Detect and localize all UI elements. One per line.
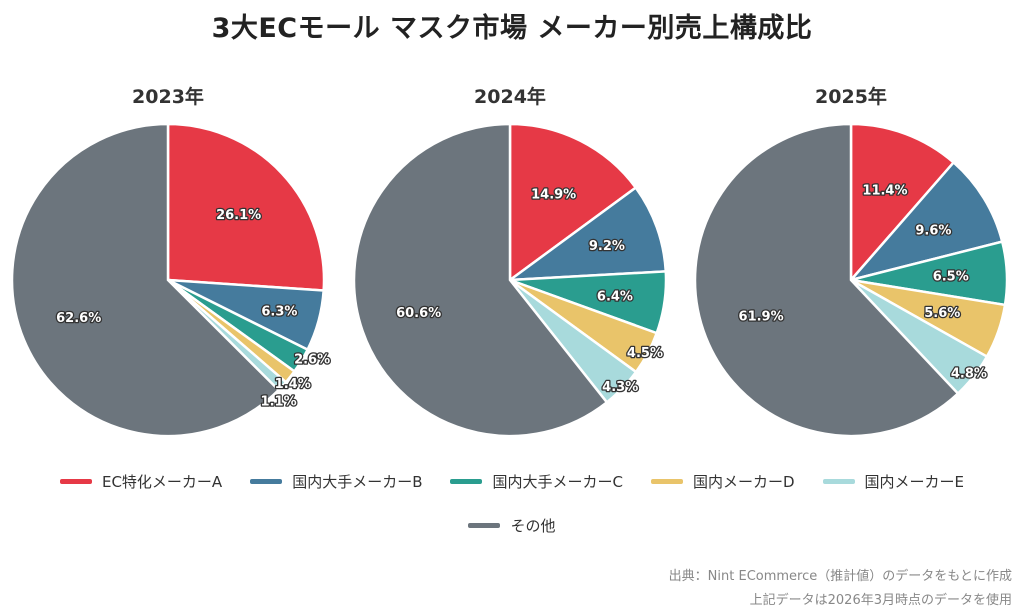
pie-title: 2023年 — [132, 85, 204, 108]
pie-label-maker-e: 4.3% — [602, 380, 638, 395]
legend-item-other[interactable]: その他 — [468, 514, 556, 536]
legend: EC特化メーカーA 国内大手メーカーB 国内大手メーカーC 国内メーカーD 国内… — [0, 470, 1024, 536]
pie-label-maker-e: 1.1% — [261, 394, 297, 409]
legend-label: 国内メーカーD — [692, 472, 795, 491]
pie-chart-1: 2024年 14.9% 9.2% 6.4% 4.5% 4.3% 60.6% — [352, 85, 668, 438]
pie-label-maker-d: 4.5% — [627, 346, 663, 361]
pie-label-other: 62.6% — [56, 311, 101, 326]
pie-label-other: 61.9% — [739, 310, 784, 325]
pie-label-maker-a: 26.1% — [216, 208, 261, 223]
legend-label: 国内メーカーE — [864, 472, 965, 491]
source-line-1: 出典：Nint ECommerce（推計値）のデータをもとに作成 — [668, 569, 1012, 584]
source-line-2: 上記データは2026年3月時点のデータを使用 — [749, 593, 1012, 608]
pie-chart-0: 2023年 26.1% 6.3% 2.6% 1.4% 1.1% 62.6% — [10, 85, 331, 438]
pie-label-maker-b: 9.2% — [589, 239, 625, 254]
pie-slice-maker-a[interactable] — [849, 122, 956, 284]
chart-title: 3大ECモール マスク市場 メーカー別売上構成比 — [211, 13, 813, 44]
pie-label-maker-e: 4.8% — [951, 366, 987, 381]
legend-swatch — [59, 478, 92, 484]
pie-label-other: 60.6% — [396, 306, 441, 321]
pie-slice-maker-a[interactable] — [166, 122, 326, 292]
legend-swatch — [822, 478, 855, 484]
pie-label-maker-d: 1.4% — [275, 377, 311, 392]
legend-label: 国内大手メーカーC — [492, 472, 623, 491]
pie-slice-other[interactable] — [693, 122, 960, 438]
pie-label-maker-d: 5.6% — [924, 306, 960, 321]
pie-chart-2: 2025年 11.4% 9.6% 6.5% 5.6% 4.8% 61.9% — [693, 85, 1009, 438]
pie-slice-maker-b[interactable] — [505, 185, 668, 282]
pie-slice-other[interactable] — [352, 122, 609, 438]
legend-item-maker-d[interactable]: 国内メーカーD — [650, 470, 795, 492]
legend-swatch — [650, 478, 683, 484]
legend-label: 国内大手メーカーB — [292, 472, 423, 491]
legend-item-maker-c[interactable]: 国内大手メーカーC — [450, 470, 623, 492]
source-note: 出典：Nint ECommerce（推計値）のデータをもとに作成 上記データは2… — [669, 565, 1012, 613]
pie-label-maker-c: 6.4% — [597, 289, 633, 304]
pie-slice-maker-a[interactable] — [508, 122, 638, 283]
legend-item-maker-a[interactable]: EC特化メーカーA — [59, 470, 223, 492]
legend-label: EC特化メーカーA — [101, 472, 223, 491]
pie-label-maker-a: 14.9% — [531, 188, 576, 203]
pie-label-maker-a: 11.4% — [862, 183, 907, 198]
pie-slice-other[interactable] — [10, 122, 281, 438]
pie-label-maker-b: 6.3% — [261, 304, 297, 319]
pie-title: 2025年 — [815, 85, 887, 108]
legend-item-maker-b[interactable]: 国内大手メーカーB — [250, 470, 422, 492]
pie-label-maker-b: 9.6% — [915, 223, 951, 238]
legend-swatch — [468, 522, 501, 528]
pie-charts: 2023年 26.1% 6.3% 2.6% 1.4% 1.1% 62.6% 2024年 14.9… — [10, 85, 1009, 438]
pie-title: 2024年 — [474, 85, 546, 108]
legend-label: その他 — [510, 516, 556, 535]
pie-label-maker-c: 2.6% — [294, 352, 330, 367]
legend-swatch — [250, 478, 283, 484]
legend-item-maker-e[interactable]: 国内メーカーE — [822, 470, 965, 492]
pie-label-maker-c: 6.5% — [933, 270, 969, 285]
legend-swatch — [450, 478, 483, 484]
